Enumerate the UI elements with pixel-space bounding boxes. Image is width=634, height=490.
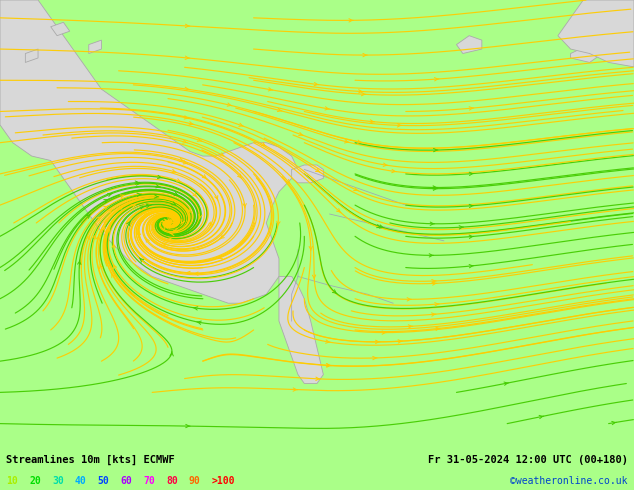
Text: 30: 30 — [52, 476, 64, 486]
Text: >100: >100 — [212, 476, 235, 486]
Text: 50: 50 — [98, 476, 110, 486]
Text: Fr 31-05-2024 12:00 UTC (00+180): Fr 31-05-2024 12:00 UTC (00+180) — [428, 455, 628, 465]
Text: ©weatheronline.co.uk: ©weatheronline.co.uk — [510, 476, 628, 486]
Text: 80: 80 — [166, 476, 178, 486]
Text: 90: 90 — [189, 476, 201, 486]
Text: 40: 40 — [75, 476, 87, 486]
Text: Streamlines 10m [kts] ECMWF: Streamlines 10m [kts] ECMWF — [6, 455, 175, 465]
Text: 20: 20 — [29, 476, 41, 486]
Text: 60: 60 — [120, 476, 133, 486]
Text: 10: 10 — [6, 476, 18, 486]
Text: 70: 70 — [143, 476, 155, 486]
